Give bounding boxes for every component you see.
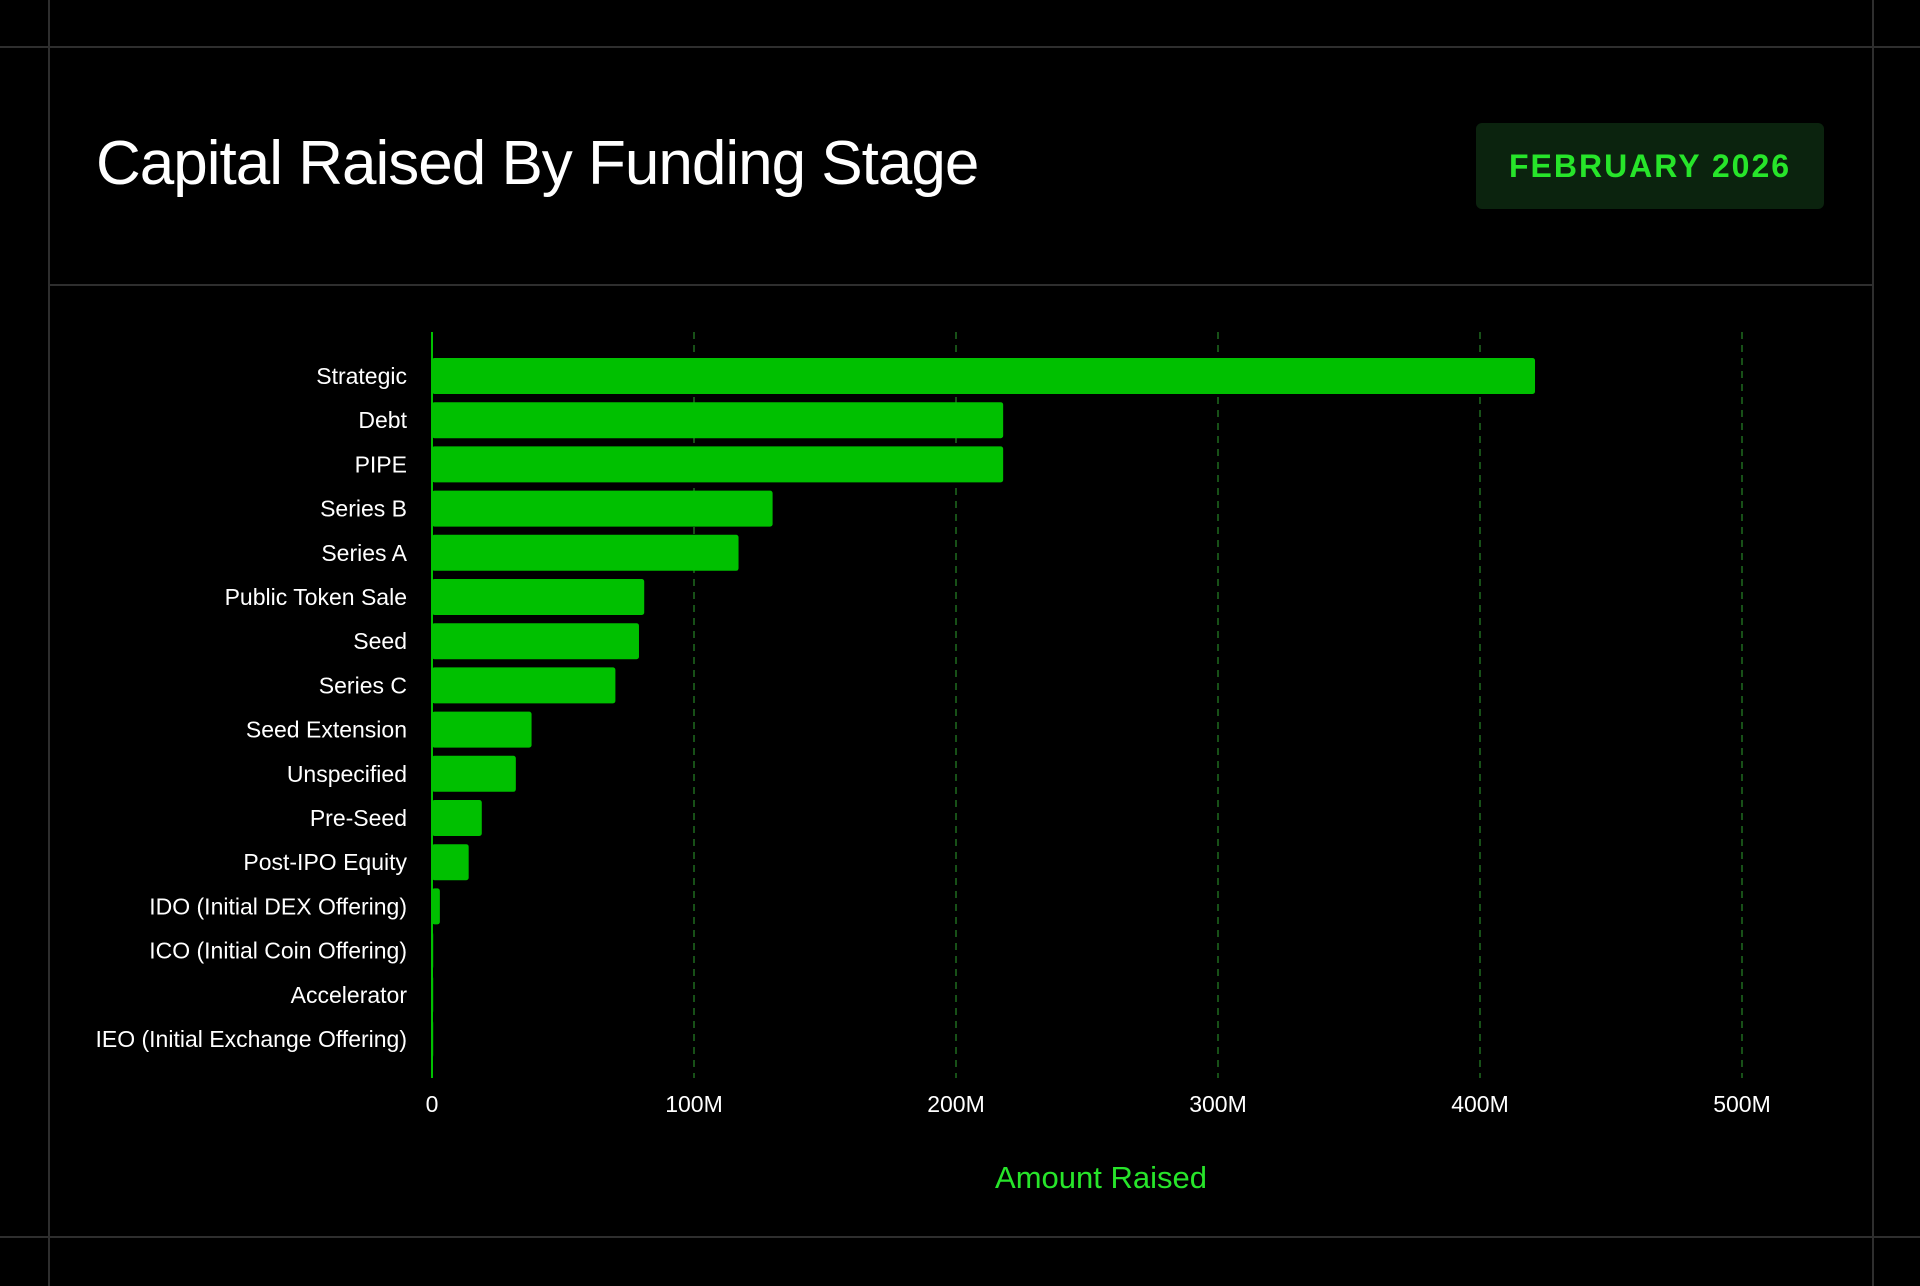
guide-line-left (48, 0, 50, 1286)
bar-series-a (432, 534, 739, 571)
category-label: Pre-Seed (310, 805, 407, 831)
category-label: PIPE (355, 451, 407, 477)
x-tick-label: 100M (665, 1091, 723, 1117)
header-divider (48, 284, 1874, 286)
category-label: Series C (319, 672, 407, 698)
bars (432, 358, 1536, 1057)
category-label: Strategic (316, 363, 407, 389)
x-tick-label: 500M (1713, 1091, 1771, 1117)
category-label: IEO (Initial Exchange Offering) (96, 1026, 408, 1052)
bar-series-b (432, 490, 773, 527)
category-label: Series A (321, 540, 407, 566)
guide-line-top (0, 46, 1920, 48)
category-label: Seed Extension (246, 717, 407, 743)
bar-debt (432, 402, 1004, 439)
x-tick-labels: 0 100M 200M 300M 400M 500M (426, 1091, 1771, 1117)
x-tick-label: 200M (927, 1091, 985, 1117)
x-tick-label: 400M (1451, 1091, 1509, 1117)
bar-post-ipo-equity (432, 844, 469, 881)
category-label: Post-IPO Equity (243, 849, 407, 875)
category-label: Unspecified (287, 761, 407, 787)
category-label: IDO (Initial DEX Offering) (149, 893, 407, 919)
bar-pipe (432, 446, 1004, 483)
bar-seed (432, 623, 639, 660)
x-axis-title: Amount Raised (995, 1160, 1207, 1195)
category-label: Debt (358, 407, 407, 433)
category-label: Accelerator (291, 982, 408, 1008)
x-tick-label: 300M (1189, 1091, 1247, 1117)
period-badge-label: FEBRUARY 2026 (1508, 147, 1792, 184)
bar-seed-extension (432, 711, 532, 748)
category-label: Seed (353, 628, 407, 654)
bar-unspecified (432, 755, 516, 792)
guide-line-right (1872, 0, 1874, 1286)
gridlines (693, 332, 1743, 1078)
bar-public-token-sale (432, 579, 645, 615)
guide-line-bottom (0, 1236, 1920, 1238)
chart-title: Capital Raised By Funding Stage (96, 129, 979, 198)
category-label: Public Token Sale (225, 584, 407, 610)
category-label: Series B (320, 496, 407, 522)
bar-pre-seed (432, 800, 482, 836)
category-labels: Strategic Debt PIPE Series B Series A Public … (96, 363, 408, 1052)
bar-ido-initial-dex-offering (432, 888, 440, 925)
bar-strategic (432, 358, 1536, 394)
category-label: ICO (Initial Coin Offering) (149, 938, 407, 964)
period-badge: FEBRUARY 2026 (1476, 123, 1824, 209)
bar-series-c (432, 667, 616, 704)
x-tick-label: 0 (426, 1091, 439, 1117)
